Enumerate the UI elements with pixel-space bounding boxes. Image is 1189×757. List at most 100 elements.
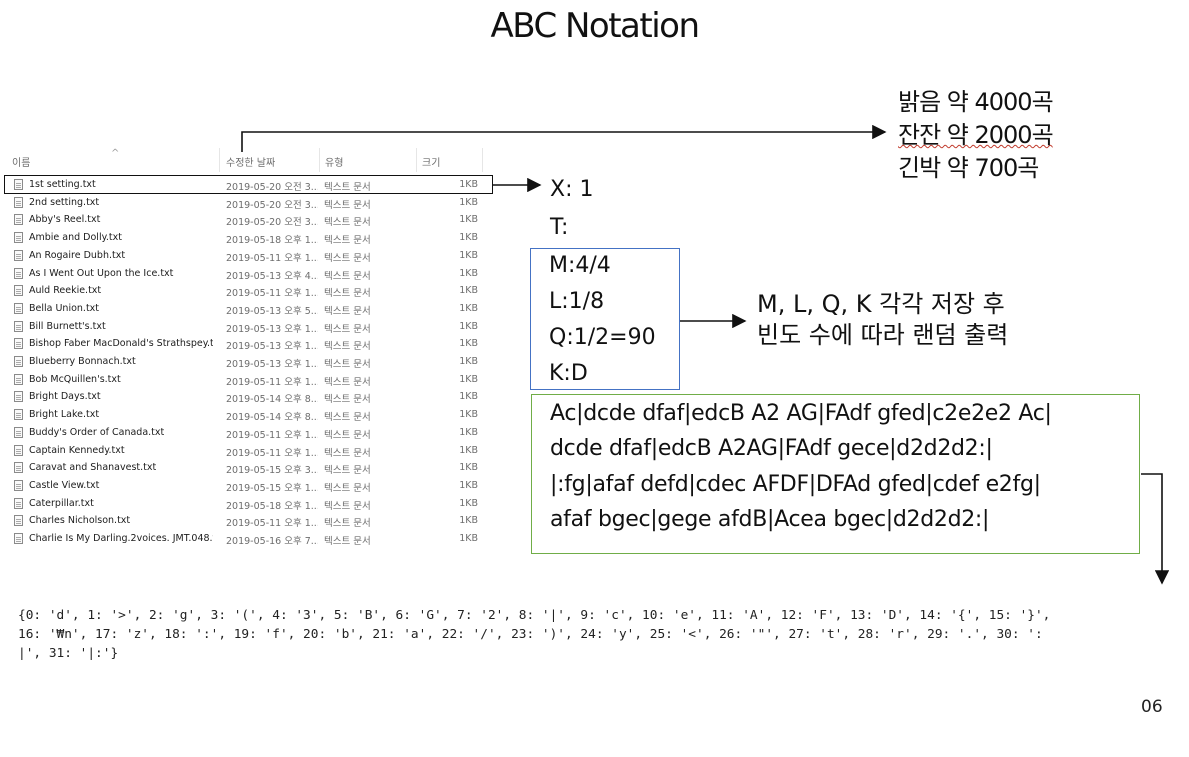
file-row[interactable]: Caterpillar.txt 2019-05-18 오후 1... 텍스트 문서 1…	[8, 496, 483, 514]
file-row[interactable]: Charles Nicholson.txt 2019-05-11 오후 1... 텍…	[8, 513, 483, 531]
file-size: 1KB	[459, 338, 478, 350]
file-name: Bishop Faber MacDonald's Strathspey.txt	[29, 338, 213, 350]
file-row[interactable]: Buddy's Order of Canada.txt 2019-05-11 오후…	[8, 425, 483, 443]
file-date: 2019-05-18 오후 1...	[226, 500, 318, 512]
file-row[interactable]: Castle View.txt 2019-05-15 오후 1... 텍스트 문서 1…	[8, 478, 483, 496]
file-date: 2019-05-11 오후 1...	[226, 447, 318, 459]
column-header-type[interactable]: 유형	[325, 158, 344, 169]
file-type: 텍스트 문서	[324, 270, 371, 282]
file-date: 2019-05-11 오후 1...	[226, 376, 318, 388]
column-header-size[interactable]: 크기	[422, 158, 441, 169]
abc-title-field: T:	[550, 215, 569, 240]
text-file-icon	[14, 444, 23, 456]
column-divider[interactable]	[416, 148, 417, 172]
column-divider[interactable]	[482, 148, 483, 172]
file-name: Caterpillar.txt	[29, 497, 94, 509]
file-size: 1KB	[459, 497, 478, 509]
file-name: 1st setting.txt	[29, 179, 96, 190]
abc-music-body-box: Ac|dcde dfaf|edcB A2 AG|FAdf gfed|c2e2e2…	[531, 394, 1140, 554]
file-row[interactable]: Blueberry Bonnach.txt 2019-05-13 오후 1... 텍…	[8, 354, 483, 372]
file-row[interactable]: Bright Days.txt 2019-05-14 오후 8... 텍스트 문서 1…	[8, 389, 483, 407]
file-date: 2019-05-13 오후 1...	[226, 359, 318, 370]
file-row[interactable]: Bob McQuillen's.txt 2019-05-11 오후 1... 텍스트…	[8, 372, 483, 390]
file-name: Buddy's Order of Canada.txt	[29, 426, 165, 438]
file-date: 2019-05-13 오후 4...	[226, 270, 318, 282]
file-name: Bright Days.txt	[29, 391, 101, 403]
file-type: 텍스트 문서	[324, 500, 371, 512]
text-file-icon	[14, 497, 23, 509]
text-file-icon	[14, 285, 23, 297]
file-row[interactable]: Ambie and Dolly.txt 2019-05-18 오후 1... 텍스트…	[8, 230, 483, 248]
file-size: 1KB	[459, 391, 478, 403]
file-row[interactable]: Bill Burnett's.txt 2019-05-13 오후 1... 텍스트 …	[8, 319, 483, 337]
abc-meta-box: M:4/4 L:1/8 Q:1/2=90 K:D	[530, 248, 680, 390]
column-header-date[interactable]: 수정한 날짜	[226, 158, 276, 169]
text-file-icon	[14, 320, 23, 332]
file-type: 텍스트 문서	[324, 235, 371, 247]
file-row[interactable]: 2nd setting.txt 2019-05-20 오전 3... 텍스트 문서 1…	[8, 195, 483, 213]
file-name: Blueberry Bonnach.txt	[29, 356, 136, 367]
file-date: 2019-05-11 오후 1...	[226, 288, 318, 300]
text-file-icon	[14, 391, 23, 403]
arrow-header-to-counts	[241, 124, 887, 152]
file-date: 2019-05-11 오후 1...	[226, 518, 318, 530]
file-type: 텍스트 문서	[324, 376, 371, 388]
processing-note: M, L, Q, K 각각 저장 후 빈도 수에 따라 랜덤 출력	[757, 289, 1008, 351]
file-name: Abby's Reel.txt	[29, 214, 101, 226]
file-size: 1KB	[459, 515, 478, 527]
sort-ascending-icon[interactable]: ^	[111, 148, 120, 159]
file-row[interactable]: Charlie Is My Darling.2voices. JMT.048.t…	[8, 531, 483, 549]
file-name: 2nd setting.txt	[29, 196, 100, 208]
slide-title: ABC Notation	[490, 6, 700, 46]
column-divider[interactable]	[219, 148, 220, 172]
file-name: Captain Kennedy.txt	[29, 444, 125, 456]
file-row[interactable]: Caravat and Shanavest.txt 2019-05-15 오후 3…	[8, 460, 483, 478]
column-header-name[interactable]: 이름	[12, 158, 31, 169]
file-explorer-list[interactable]: ^ 이름 수정한 날짜 유형 크기 1st setting.txt 2019-05…	[8, 148, 488, 558]
file-size: 1KB	[459, 409, 478, 421]
count-tense: 긴박 약 700곡	[898, 154, 1039, 182]
file-row[interactable]: As I Went Out Upon the Ice.txt 2019-05-13…	[8, 266, 483, 284]
dict-line: {0: 'd', 1: '>', 2: 'g', 3: '(', 4: '3',…	[18, 608, 1051, 623]
file-name: Ambie and Dolly.txt	[29, 232, 122, 244]
file-row[interactable]: An Rogaire Dubh.txt 2019-05-11 오후 1... 텍스트…	[8, 248, 483, 266]
file-type: 텍스트 문서	[324, 429, 371, 441]
file-type: 텍스트 문서	[324, 305, 371, 317]
column-divider[interactable]	[319, 148, 320, 172]
file-size: 1KB	[459, 302, 478, 314]
dict-line: 16: '₩n', 17: 'z', 18: ':', 19: 'f', 20:…	[18, 627, 1043, 642]
text-file-icon	[14, 409, 23, 421]
file-date: 2019-05-16 오후 7...	[226, 536, 318, 547]
music-line: dcde dfaf|edcB A2AG|FAdf gece|d2d2d2:|	[550, 436, 993, 461]
music-line: |:fg|afaf defd|cdec AFDF|DFAd gfed|cdef …	[550, 472, 1041, 497]
file-row[interactable]: Bishop Faber MacDonald's Strathspey.txt 2…	[8, 336, 483, 354]
file-date: 2019-05-13 오후 1...	[226, 341, 318, 353]
file-type: 텍스트 문서	[324, 199, 371, 211]
file-type: 텍스트 문서	[324, 323, 371, 335]
file-row[interactable]: 1st setting.txt 2019-05-20 오전 3... 텍스트 문서 1…	[8, 177, 483, 195]
file-date: 2019-05-11 오후 1...	[226, 252, 318, 264]
file-type: 텍스트 문서	[324, 394, 371, 406]
file-row[interactable]: Captain Kennedy.txt 2019-05-11 오후 1... 텍스트…	[8, 443, 483, 461]
file-size: 1KB	[459, 426, 478, 438]
file-row[interactable]: Bella Union.txt 2019-05-13 오후 5... 텍스트 문서 1…	[8, 301, 483, 319]
file-row[interactable]: Abby's Reel.txt 2019-05-20 오전 3... 텍스트 문서 1…	[8, 212, 483, 230]
file-row[interactable]: Bright Lake.txt 2019-05-14 오후 8... 텍스트 문서 1…	[8, 407, 483, 425]
note-line-1: M, L, Q, K 각각 저장 후	[757, 290, 1005, 318]
text-file-icon	[14, 462, 23, 474]
file-type: 텍스트 문서	[324, 447, 371, 459]
file-name: Charles Nicholson.txt	[29, 515, 131, 527]
text-file-icon	[14, 267, 23, 279]
highlight-box-first-file	[4, 175, 493, 194]
file-date: 2019-05-20 오전 3...	[226, 217, 318, 229]
text-file-icon	[14, 338, 23, 350]
count-bright: 밝음 약 4000곡	[898, 88, 1054, 116]
file-row[interactable]: Auld Reekie.txt 2019-05-11 오후 1... 텍스트 문서 1…	[8, 283, 483, 301]
arrow-music-to-dictionary	[1141, 473, 1170, 585]
page-number: 06	[1141, 697, 1163, 717]
file-size: 1KB	[459, 356, 478, 367]
file-size: 1KB	[459, 533, 478, 544]
file-name: An Rogaire Dubh.txt	[29, 249, 126, 261]
file-type: 텍스트 문서	[324, 412, 371, 424]
